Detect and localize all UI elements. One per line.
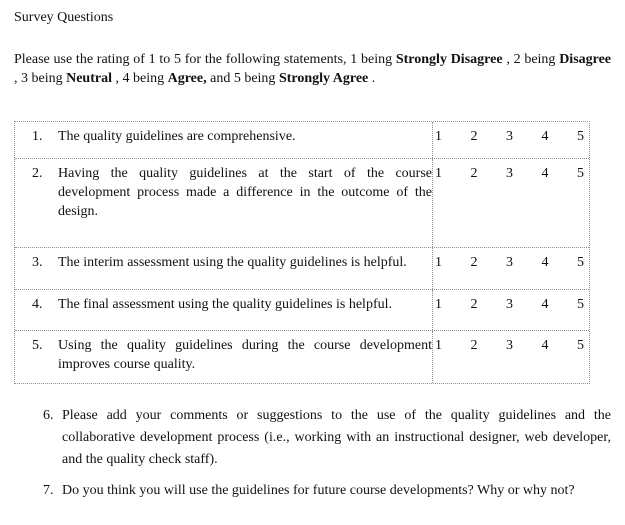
rating-option: 2 — [470, 338, 478, 353]
page-title: Survey Questions — [14, 10, 114, 25]
question-cell: 3. The interim assessment using the qual… — [15, 248, 433, 289]
intro-segment: . — [371, 71, 376, 86]
rating-option: 2 — [470, 129, 478, 144]
rating-scale: 1 2 3 4 5 — [433, 122, 609, 158]
rating-option: 3 — [506, 255, 513, 270]
rating-option: 5 — [577, 255, 584, 270]
rating-option: 5 — [577, 297, 584, 312]
rating-option: 4 — [541, 129, 549, 144]
rating-option: 3 — [506, 129, 513, 144]
question-text: The final assessment using the quality g… — [58, 297, 392, 312]
question-text: Having the quality guidelines at the sta… — [58, 166, 432, 219]
open-questions-list: 6. Please add your comments or suggestio… — [0, 405, 611, 502]
rating-scale: 1 2 3 4 5 — [433, 290, 609, 330]
rating-option: 2 — [470, 297, 478, 312]
intro-segment: Disagree — [559, 52, 612, 67]
question-number: 2. — [32, 166, 43, 181]
document-page: Survey Questions Please use the rating o… — [0, 8, 625, 502]
rating-option: 1 — [435, 297, 442, 312]
rating-option: 3 — [506, 297, 513, 312]
rating-option: 3 — [506, 166, 513, 181]
rating-option: 5 — [577, 338, 584, 353]
intro-segment: , 2 being — [506, 52, 560, 67]
question-cell: 5. Using the quality guidelines during t… — [15, 331, 433, 383]
intro-segment: and 5 being — [210, 71, 279, 86]
question-number: 4. — [32, 297, 43, 312]
table-row: 2. Having the quality guidelines at the … — [15, 158, 589, 247]
intro-segment: Strongly Disagree — [395, 52, 503, 67]
rating-scale: 1 2 3 4 5 — [433, 159, 609, 247]
question-number: 5. — [32, 338, 43, 353]
rating-option: 2 — [470, 166, 478, 181]
question-text: Using the quality guidelines during the … — [58, 338, 432, 372]
rating-option: 5 — [577, 129, 584, 144]
table-row: 4. The final assessment using the qualit… — [15, 289, 589, 330]
open-question: 7. Do you think you will use the guideli… — [43, 480, 611, 502]
intro-paragraph: Please use the rating of 1 to 5 for the … — [14, 50, 611, 88]
rating-option: 1 — [435, 338, 442, 353]
rating-option: 3 — [506, 338, 513, 353]
rating-option: 4 — [541, 297, 549, 312]
rating-option: 4 — [541, 338, 549, 353]
question-cell: 4. The final assessment using the qualit… — [15, 290, 433, 330]
question-number: 7. — [43, 483, 54, 498]
table-row: 1. The quality guidelines are comprehens… — [15, 122, 589, 158]
question-number: 6. — [43, 408, 54, 423]
question-text: Please add your comments or suggestions … — [62, 408, 611, 467]
table-row: 3. The interim assessment using the qual… — [15, 247, 589, 289]
open-question: 6. Please add your comments or suggestio… — [43, 405, 611, 471]
rating-option: 1 — [435, 129, 442, 144]
question-cell: 1. The quality guidelines are comprehens… — [15, 122, 433, 158]
question-text: The interim assessment using the quality… — [58, 255, 407, 270]
question-text: The quality guidelines are comprehensive… — [58, 129, 296, 144]
intro-segment: , 3 being — [14, 71, 67, 86]
question-number: 3. — [32, 255, 43, 270]
rating-option: 4 — [541, 166, 549, 181]
intro-segment: Agree, — [167, 71, 207, 86]
question-cell: 2. Having the quality guidelines at the … — [15, 159, 433, 247]
rating-option: 1 — [435, 166, 442, 181]
rating-option: 2 — [470, 255, 478, 270]
rating-scale: 1 2 3 4 5 — [433, 331, 609, 383]
question-number: 1. — [32, 129, 43, 144]
intro-segment: Please use the rating of 1 to 5 for the … — [14, 52, 396, 67]
question-text: Do you think you will use the guidelines… — [62, 483, 575, 498]
intro-segment: Strongly Agree — [278, 71, 369, 86]
table-row: 5. Using the quality guidelines during t… — [15, 330, 589, 383]
survey-rating-table: 1. The quality guidelines are comprehens… — [14, 121, 590, 384]
rating-option: 1 — [435, 255, 442, 270]
rating-option: 4 — [541, 255, 549, 270]
intro-segment: Neutral — [66, 71, 112, 86]
rating-scale: 1 2 3 4 5 — [433, 248, 609, 289]
intro-segment: , 4 being — [115, 71, 168, 86]
rating-option: 5 — [577, 166, 584, 181]
